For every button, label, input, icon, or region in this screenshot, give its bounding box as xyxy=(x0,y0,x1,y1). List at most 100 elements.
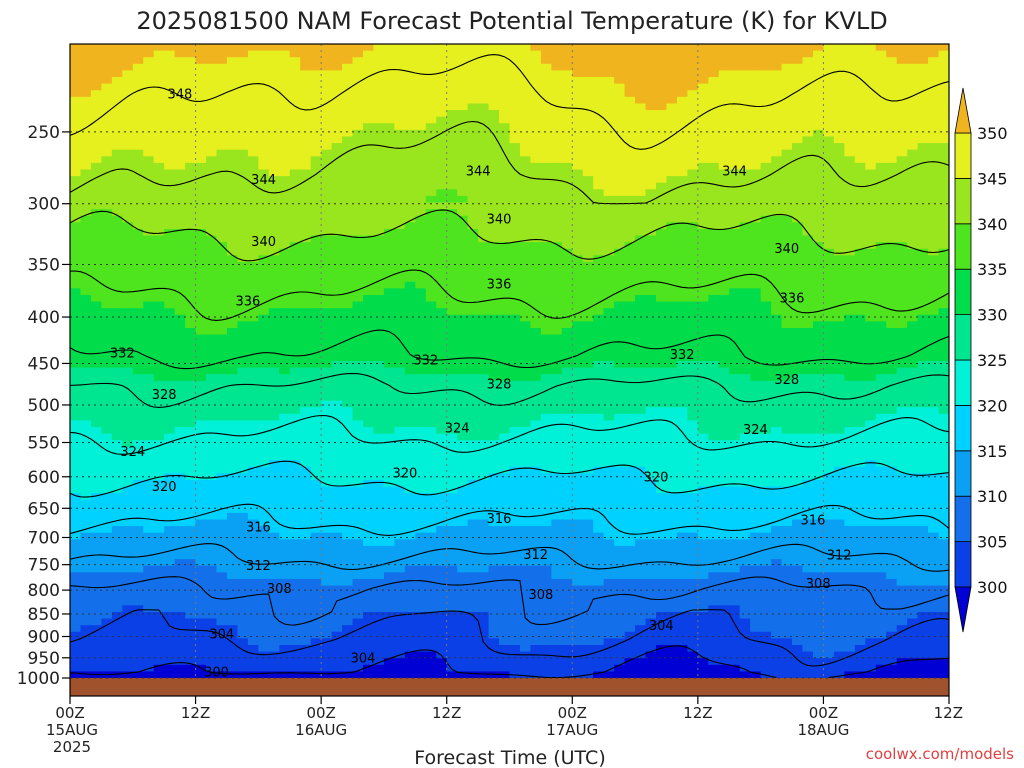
heatmap-cell xyxy=(90,466,102,474)
heatmap-cell xyxy=(603,625,615,633)
heatmap-cell xyxy=(593,70,605,78)
heatmap-cell xyxy=(457,341,469,349)
heatmap-cell xyxy=(499,433,511,441)
heatmap-cell xyxy=(237,301,249,309)
heatmap-cell xyxy=(279,70,291,78)
heatmap-cell xyxy=(404,644,416,653)
heatmap-cell xyxy=(153,578,165,587)
heatmap-cell xyxy=(90,460,102,468)
heatmap-cell xyxy=(300,261,312,270)
heatmap-cell xyxy=(373,658,385,666)
heatmap-cell xyxy=(80,658,92,666)
heatmap-cell xyxy=(174,545,186,554)
heatmap-cell xyxy=(446,156,458,164)
heatmap-cell xyxy=(226,215,239,223)
heatmap-cell xyxy=(561,539,573,547)
heatmap-cell xyxy=(122,235,134,243)
heatmap-cell xyxy=(237,578,249,587)
heatmap-cell xyxy=(122,255,134,263)
heatmap-cell xyxy=(530,420,542,428)
heatmap-cell xyxy=(499,255,511,263)
heatmap-cell xyxy=(164,625,176,633)
heatmap-cell xyxy=(530,149,542,157)
heatmap-cell xyxy=(540,618,552,626)
heatmap-cell xyxy=(279,361,291,369)
heatmap-cell xyxy=(363,248,375,256)
heatmap-cell xyxy=(143,156,155,164)
heatmap-cell xyxy=(499,169,511,177)
heatmap-cell xyxy=(561,189,573,197)
heatmap-cell xyxy=(70,519,82,527)
heatmap-cell xyxy=(561,512,573,521)
heatmap-cell xyxy=(383,572,395,580)
heatmap-cell xyxy=(499,275,511,283)
heatmap-cell xyxy=(446,361,458,369)
heatmap-cell xyxy=(268,268,280,276)
heatmap-cell xyxy=(572,103,584,111)
heatmap-cell xyxy=(195,486,207,494)
heatmap-cell xyxy=(247,532,259,540)
heatmap-cell xyxy=(603,50,615,58)
heatmap-cell xyxy=(289,341,301,349)
heatmap-cell xyxy=(404,176,416,184)
heatmap-cell xyxy=(551,407,563,415)
heatmap-cell xyxy=(258,605,270,613)
heatmap-cell xyxy=(363,539,375,547)
heatmap-cell xyxy=(216,314,228,322)
heatmap-cell xyxy=(457,268,469,276)
heatmap-cell xyxy=(70,261,82,270)
heatmap-cell xyxy=(289,394,301,402)
heatmap-cell xyxy=(132,427,144,435)
heatmap-cell xyxy=(153,387,165,395)
heatmap-cell xyxy=(331,182,343,190)
heatmap-cell xyxy=(206,440,218,448)
heatmap-cell xyxy=(80,631,92,639)
heatmap-cell xyxy=(331,486,343,494)
heatmap-cell xyxy=(478,116,490,124)
heatmap-cell xyxy=(540,215,552,223)
heatmap-cell xyxy=(153,407,165,415)
heatmap-cell xyxy=(572,651,584,659)
heatmap-cell xyxy=(383,288,395,296)
heatmap-cell xyxy=(80,63,92,72)
heatmap-cell xyxy=(122,572,134,580)
heatmap-cell xyxy=(310,182,322,190)
heatmap-cell xyxy=(279,149,291,157)
heatmap-cell xyxy=(603,526,615,534)
heatmap-cell xyxy=(593,294,605,303)
heatmap-cell xyxy=(143,446,155,455)
heatmap-cell xyxy=(300,341,312,349)
heatmap-cell xyxy=(551,123,563,131)
heatmap-cell xyxy=(289,440,301,448)
heatmap-cell xyxy=(561,314,573,322)
heatmap-cell xyxy=(540,400,552,408)
heatmap-cell xyxy=(132,486,144,494)
heatmap-cell xyxy=(415,83,427,91)
heatmap-cell xyxy=(540,671,552,679)
heatmap-cell xyxy=(185,367,197,375)
heatmap-cell xyxy=(509,301,521,309)
heatmap-cell xyxy=(143,314,155,322)
heatmap-cell xyxy=(300,585,312,593)
heatmap-cell xyxy=(540,460,552,468)
heatmap-cell xyxy=(373,143,385,151)
heatmap-cell xyxy=(582,499,594,507)
heatmap-cell xyxy=(530,367,542,375)
heatmap-cell xyxy=(404,658,416,666)
heatmap-cell xyxy=(122,671,134,679)
heatmap-cell xyxy=(373,618,385,626)
heatmap-cell xyxy=(310,400,322,408)
heatmap-cell xyxy=(185,611,197,620)
heatmap-cell xyxy=(164,123,176,131)
heatmap-cell xyxy=(164,248,176,256)
heatmap-cell xyxy=(436,572,448,580)
heatmap-cell xyxy=(373,242,385,250)
heatmap-cell xyxy=(614,57,626,65)
heatmap-cell xyxy=(258,479,270,488)
heatmap-cell xyxy=(331,235,343,243)
heatmap-cell xyxy=(206,460,218,468)
heatmap-cell xyxy=(394,275,406,283)
heatmap-cell xyxy=(289,618,301,626)
heatmap-cell xyxy=(268,539,280,547)
heatmap-cell xyxy=(300,70,312,78)
